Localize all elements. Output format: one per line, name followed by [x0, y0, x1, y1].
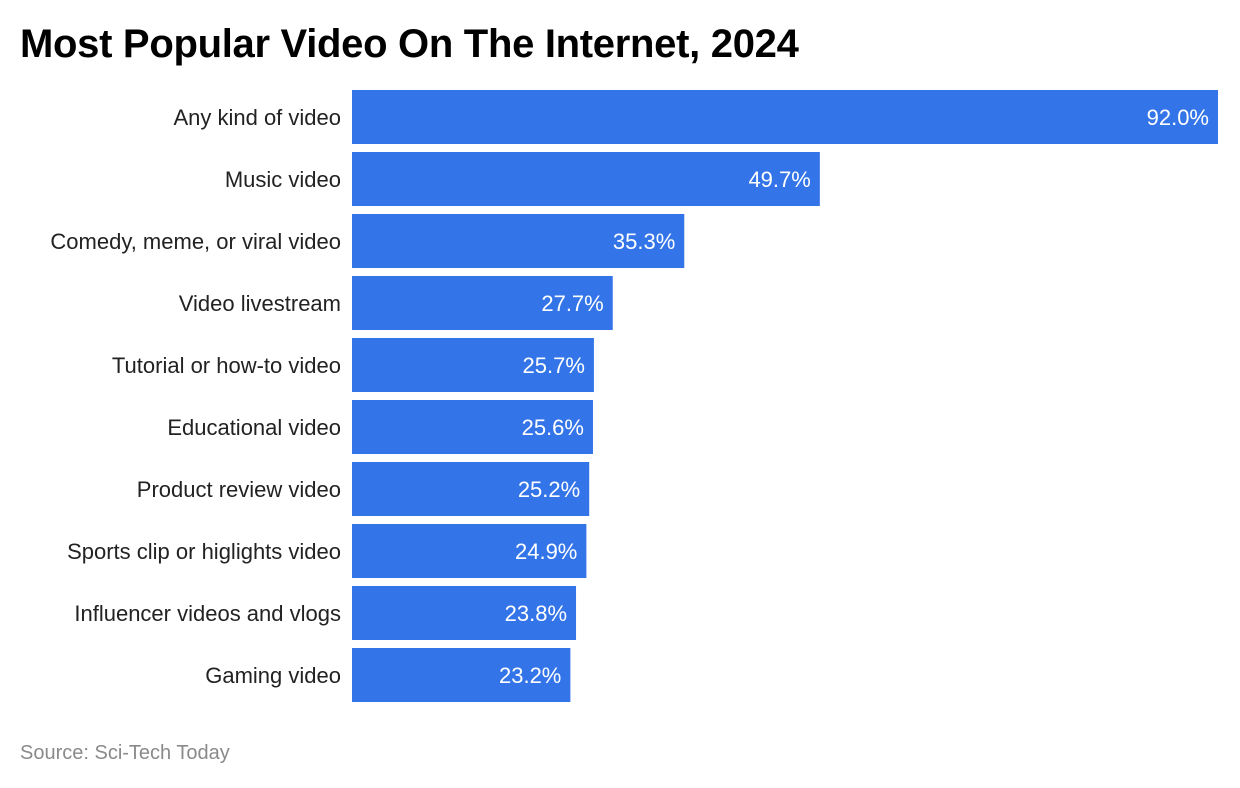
category-label: Any kind of video — [173, 105, 341, 130]
bar — [352, 152, 820, 206]
value-label: 23.8% — [505, 601, 567, 626]
chart-title: Most Popular Video On The Internet, 2024 — [20, 22, 799, 66]
bar — [352, 214, 685, 268]
value-label: 23.2% — [499, 663, 561, 688]
bar — [352, 400, 593, 454]
category-label: Video livestream — [179, 291, 341, 316]
value-label: 25.2% — [518, 477, 580, 502]
bar — [352, 276, 613, 330]
bar — [352, 462, 590, 516]
category-label: Educational video — [167, 415, 341, 440]
bar — [352, 524, 587, 578]
value-label: 25.7% — [523, 353, 585, 378]
bar — [352, 586, 577, 640]
value-label: 35.3% — [613, 229, 675, 254]
value-label: 27.7% — [541, 291, 603, 316]
category-label: Music video — [225, 167, 341, 192]
value-label: 24.9% — [515, 539, 577, 564]
bar — [352, 338, 594, 392]
category-label: Tutorial or how-to video — [112, 353, 341, 378]
value-label: 25.6% — [522, 415, 584, 440]
bar — [352, 648, 571, 702]
category-label: Influencer videos and vlogs — [74, 601, 341, 626]
source-note: Source: Sci-Tech Today — [20, 742, 230, 764]
value-label: 49.7% — [748, 167, 810, 192]
bar — [352, 90, 1218, 144]
category-label: Comedy, meme, or viral video — [50, 229, 341, 254]
category-label: Sports clip or higlights video — [67, 539, 341, 564]
category-label: Gaming video — [205, 663, 341, 688]
value-label: 92.0% — [1147, 105, 1209, 130]
category-label: Product review video — [137, 477, 341, 502]
